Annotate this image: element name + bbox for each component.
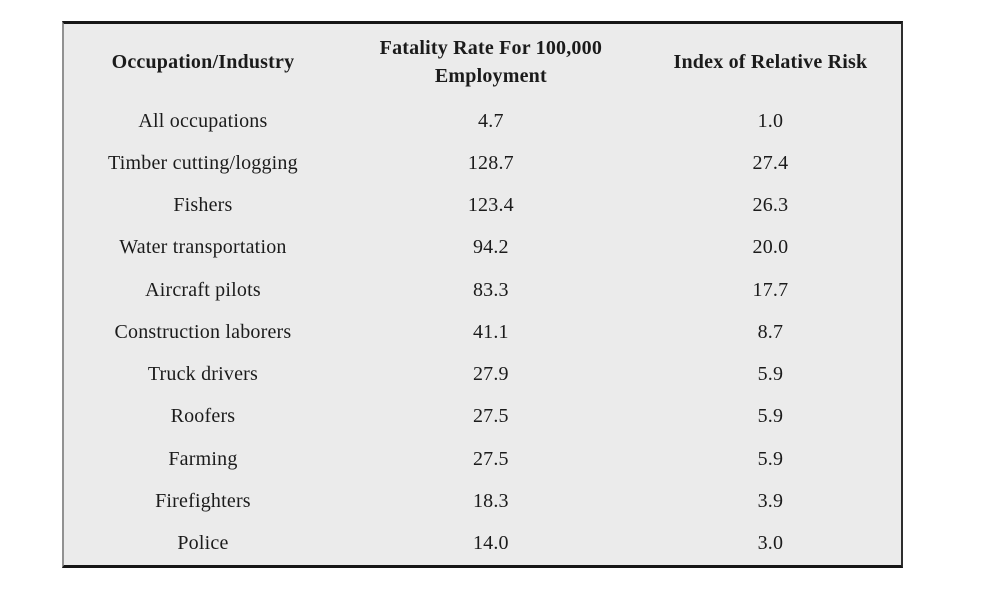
occupation-cell: Construction laborers — [114, 320, 292, 343]
table-row: Truck drivers 27.9 5.9 — [64, 354, 901, 396]
table-row: Water transportation 94.2 20.0 — [64, 227, 901, 269]
table-row: Fishers 123.4 26.3 — [64, 185, 901, 227]
occupation-cell: Timber cutting/logging — [108, 151, 298, 174]
column-header-relative-risk: Index of Relative Risk — [673, 51, 868, 73]
occupational-fatality-table-panel: Occupation/Industry Fatality Rate For 10… — [62, 21, 903, 568]
relative-risk-cell: 3.0 — [757, 532, 784, 555]
fatality-rate-cell: 14.0 — [472, 532, 509, 555]
table-body: All occupations 4.7 1.0 Timber cutting/logg… — [64, 100, 901, 565]
fatality-rate-cell: 27.5 — [472, 447, 509, 470]
occupation-cell: Police — [177, 532, 229, 555]
relative-risk-cell: 26.3 — [752, 194, 789, 217]
relative-risk-cell: 1.0 — [757, 109, 784, 132]
relative-risk-cell: 17.7 — [752, 278, 789, 301]
table-row: All occupations 4.7 1.0 — [64, 100, 901, 142]
fatality-rate-cell: 83.3 — [472, 278, 509, 301]
occupation-cell: Water transportation — [119, 236, 287, 259]
table-row: Construction laborers 41.1 8.7 — [64, 311, 901, 353]
relative-risk-cell: 5.9 — [757, 363, 784, 386]
fatality-rate-cell: 41.1 — [472, 320, 509, 343]
relative-risk-cell: 5.9 — [757, 405, 784, 428]
occupational-fatality-table: Occupation/Industry Fatality Rate For 10… — [64, 24, 901, 565]
table-row: Aircraft pilots 83.3 17.7 — [64, 269, 901, 311]
header-row: Occupation/Industry Fatality Rate For 10… — [64, 24, 901, 100]
fatality-rate-cell: 27.5 — [472, 405, 509, 428]
relative-risk-cell: 8.7 — [757, 320, 784, 343]
fatality-rate-cell: 18.3 — [472, 490, 509, 513]
fatality-rate-cell: 128.7 — [467, 151, 514, 174]
relative-risk-cell: 5.9 — [757, 447, 784, 470]
occupation-cell: Truck drivers — [147, 363, 259, 386]
relative-risk-cell: 3.9 — [757, 490, 784, 513]
fatality-rate-cell: 4.7 — [478, 109, 504, 132]
column-header-fatality-rate: Fatality Rate For 100,000 Employment — [379, 37, 603, 87]
table-row: Farming 27.5 5.9 — [64, 438, 901, 480]
relative-risk-cell: 20.0 — [752, 236, 789, 259]
relative-risk-cell: 27.4 — [752, 151, 789, 174]
table-row: Firefighters 18.3 3.9 — [64, 480, 901, 522]
occupation-cell: All occupations — [138, 109, 268, 132]
fatality-rate-cell: 27.9 — [472, 363, 509, 386]
table-row: Police 14.0 3.0 — [64, 523, 901, 565]
table-header: Occupation/Industry Fatality Rate For 10… — [64, 24, 901, 100]
occupation-cell: Fishers — [173, 194, 233, 217]
table-row: Timber cutting/logging 128.7 27.4 — [64, 142, 901, 184]
occupation-cell: Aircraft pilots — [145, 278, 261, 301]
fatality-rate-cell: 123.4 — [467, 194, 514, 217]
fatality-rate-cell: 94.2 — [472, 236, 509, 259]
table-row: Roofers 27.5 5.9 — [64, 396, 901, 438]
occupation-cell: Firefighters — [155, 490, 251, 513]
column-header-occupation: Occupation/Industry — [111, 51, 295, 73]
occupation-cell: Roofers — [170, 405, 236, 428]
occupation-cell: Farming — [168, 447, 238, 470]
